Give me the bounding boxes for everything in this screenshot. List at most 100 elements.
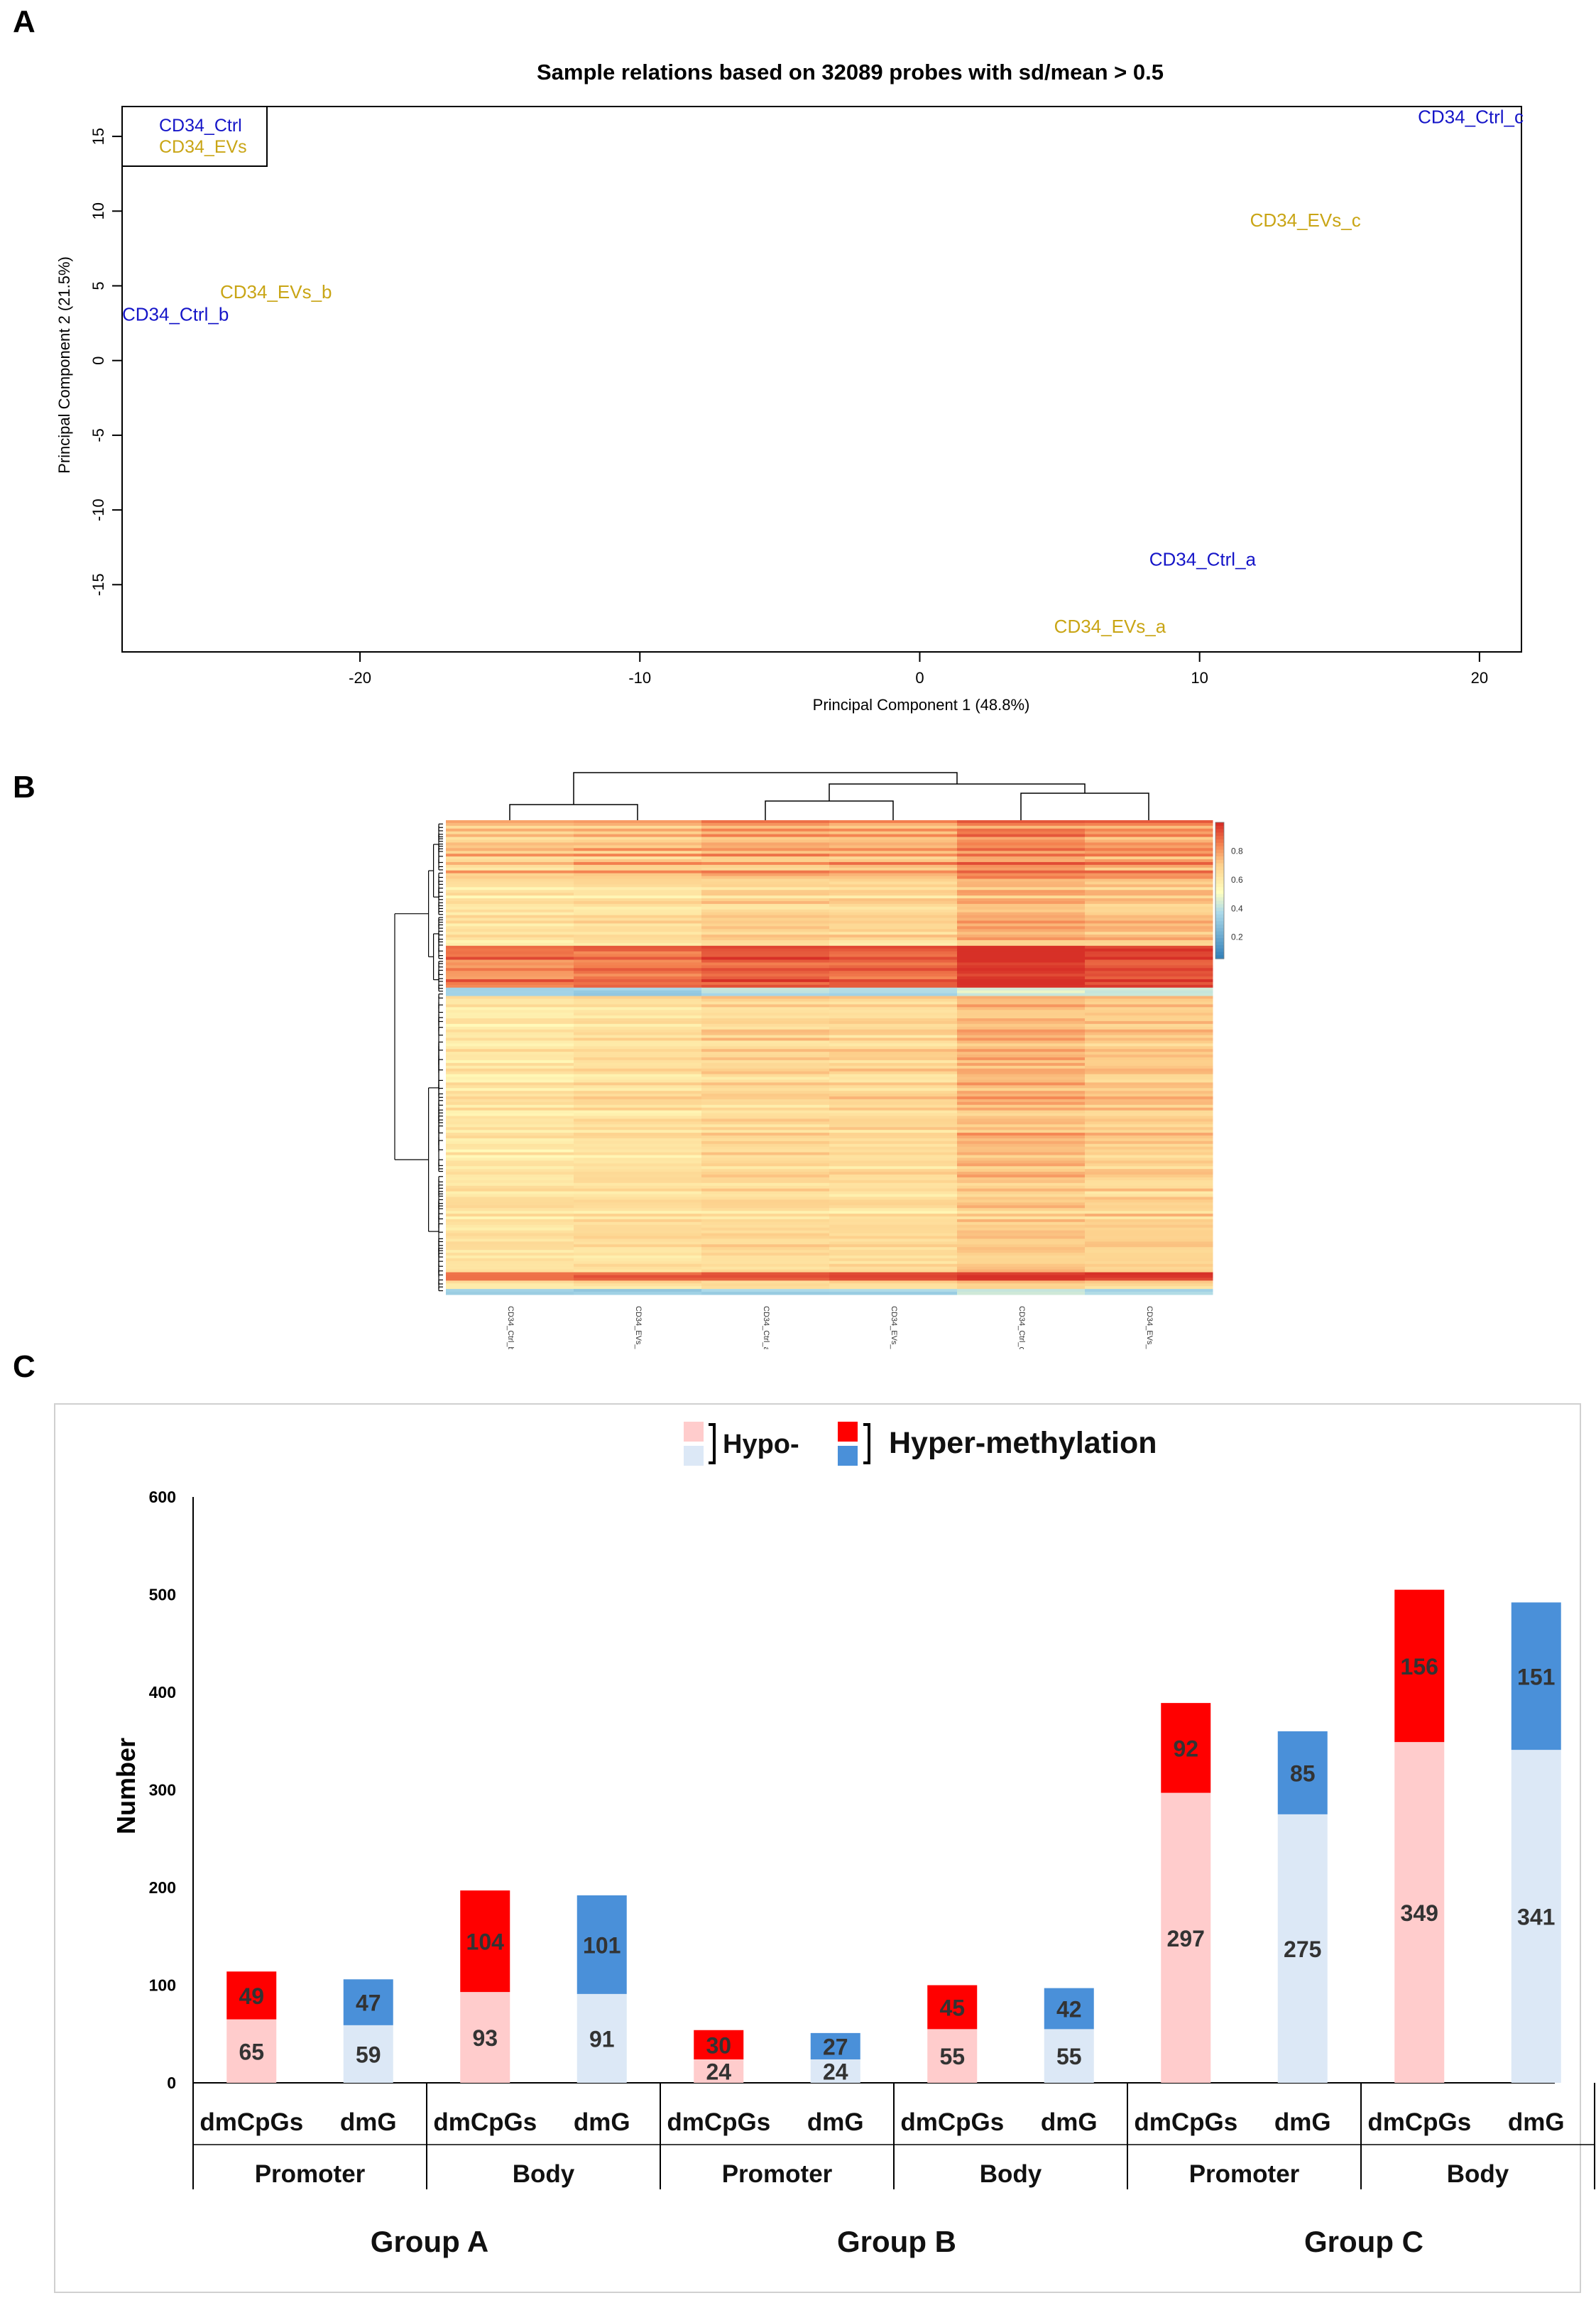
heatmap-cell [446, 1052, 574, 1055]
heatmap-cell [1085, 920, 1213, 924]
heatmap-cell [446, 1079, 574, 1083]
heatmap-cell [574, 981, 702, 986]
heatmap-cell [1085, 822, 1213, 827]
heatmap-cell [1085, 1057, 1213, 1061]
heatmap-cell [1085, 1247, 1213, 1251]
heatmap-cell [574, 839, 702, 843]
heatmap-cell [829, 842, 958, 846]
heatmap-cell [1085, 845, 1213, 849]
heatmap-cell [701, 1023, 830, 1028]
bar-label-hyper: 156 [1401, 1654, 1438, 1679]
x-tick-label: 0 [915, 669, 924, 687]
heatmap-cell [1085, 1208, 1213, 1211]
heatmap-cell [701, 962, 830, 966]
heatmap-cell [446, 1188, 574, 1192]
heatmap-cell [957, 1043, 1086, 1047]
heatmap-cell [574, 870, 702, 874]
heatmap-cell [829, 1091, 958, 1094]
heatmap-cell [957, 1079, 1086, 1083]
heatmap-cell [957, 929, 1086, 932]
heatmap-cell [574, 1272, 702, 1275]
heatmap-cell [574, 1208, 702, 1211]
heatmap-cell [1085, 1197, 1213, 1200]
heatmap-cell [829, 987, 958, 991]
heatmap-cell [829, 845, 958, 849]
heatmap-cell [574, 895, 702, 899]
heatmap-cell [957, 1197, 1086, 1200]
heatmap-cell [446, 1074, 574, 1078]
heatmap-cell [701, 898, 830, 902]
heatmap-cell [957, 942, 1086, 947]
heatmap-cell [574, 1224, 702, 1229]
heatmap-cell [1085, 1149, 1213, 1153]
heatmap-cell [829, 1221, 958, 1226]
heatmap-cell [701, 945, 830, 949]
heatmap-cell [701, 1101, 830, 1106]
heatmap-cell [1085, 1113, 1213, 1117]
heatmap-cell [574, 1110, 702, 1114]
heatmap-cell [701, 1263, 830, 1268]
heatmap-cell [574, 1269, 702, 1273]
color-key-swatch [1215, 829, 1224, 833]
heatmap-cell [1085, 1010, 1213, 1013]
heatmap-cell [957, 1023, 1086, 1028]
heatmap-cell [446, 1172, 574, 1175]
heatmap-cell [829, 878, 958, 882]
heatmap-cell [701, 1052, 830, 1055]
heatmap-cell [957, 859, 1086, 863]
heatmap-cell [957, 962, 1086, 966]
heatmap-cell [574, 1221, 702, 1226]
heatmap-cell [701, 1175, 830, 1178]
heatmap-cell [574, 837, 702, 841]
heatmap-cell [446, 1130, 574, 1133]
heatmap-cell [1085, 1062, 1213, 1067]
heatmap-cell [829, 820, 958, 824]
heatmap-cell [701, 1013, 830, 1016]
heatmap-cell [829, 1278, 958, 1281]
heatmap-cell [829, 917, 958, 921]
heatmap-cell [957, 1140, 1086, 1145]
color-key-frame [1215, 822, 1225, 959]
heatmap-cell [829, 848, 958, 851]
heatmap-cell [446, 900, 574, 905]
heatmap-cell [1085, 828, 1213, 832]
heatmap-cell [446, 1071, 574, 1075]
heatmap-cell [957, 940, 1086, 944]
heatmap-cell [957, 1136, 1086, 1139]
heatmap-cell [701, 1233, 830, 1236]
heatmap-cell [701, 1275, 830, 1278]
heatmap-cell [957, 1143, 1086, 1148]
heatmap-cell [574, 1026, 702, 1030]
heatmap-cell [701, 1280, 830, 1284]
heatmap-cell [446, 1001, 574, 1005]
x-category-label: dmCpGs [200, 2108, 303, 2136]
heatmap-cell [574, 993, 702, 997]
heatmap-cell [701, 1230, 830, 1234]
heatmap-cell [957, 1233, 1086, 1236]
color-key-swatch [1215, 908, 1224, 912]
heatmap-cell [574, 945, 702, 949]
bar-hyper-Group-C-Promoter-dmG [1277, 1731, 1328, 1814]
heatmap-cell [701, 851, 830, 854]
region-label: Promoter [722, 2160, 833, 2188]
heatmap-cell [701, 1224, 830, 1229]
heatmap-cell [957, 1230, 1086, 1234]
heatmap-cell [829, 1136, 958, 1139]
heatmap-cell [829, 920, 958, 924]
color-key-swatch [1215, 870, 1224, 874]
color-key-swatch [1215, 897, 1224, 901]
heatmap-cell [829, 1046, 958, 1050]
y-tick-label: 200 [149, 1878, 176, 1897]
heatmap-cell [957, 993, 1086, 997]
heatmap-cell [446, 1180, 574, 1184]
heatmap-cell [701, 1163, 830, 1167]
heatmap-cell [829, 1079, 958, 1083]
region-label: Body [1447, 2160, 1509, 2188]
color-key-swatch [1215, 856, 1224, 861]
heatmap-cell [446, 895, 574, 899]
heatmap-cell [1085, 1043, 1213, 1047]
column-dendrogram [509, 772, 1149, 820]
heatmap-cell [701, 1219, 830, 1223]
heatmap-cell [446, 1211, 574, 1214]
heatmap-cell [957, 1082, 1086, 1086]
